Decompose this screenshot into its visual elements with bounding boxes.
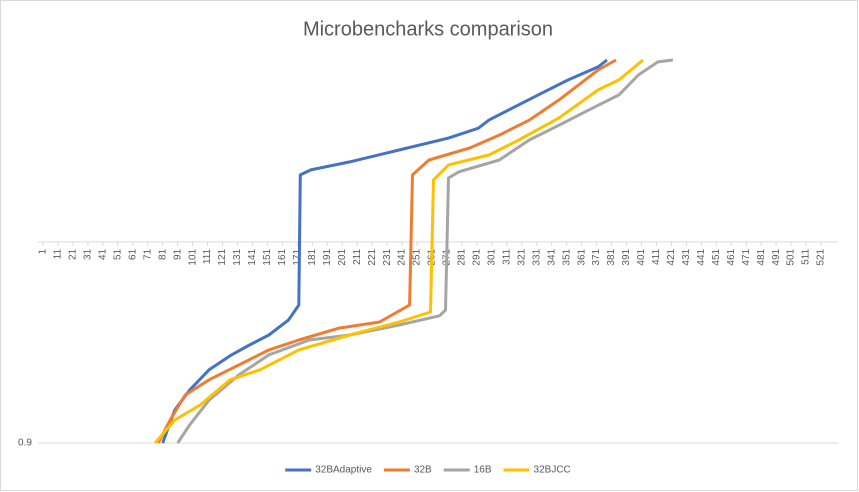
legend-label: 32BAdaptive (315, 465, 372, 476)
x-tick-label: 191 (322, 248, 333, 265)
x-tick-label: 481 (756, 248, 767, 265)
x-tick-label: 51 (112, 248, 123, 260)
x-tick-label: 381 (606, 248, 617, 265)
x-tick-label: 201 (337, 248, 348, 265)
x-tick-label: 341 (546, 248, 557, 265)
x-tick-label: 161 (277, 248, 288, 265)
x-tick-label: 501 (786, 248, 797, 265)
x-tick-label: 461 (726, 248, 737, 265)
x-tick-label: 141 (247, 248, 258, 265)
x-tick-label: 131 (232, 248, 243, 265)
x-tick-label: 321 (516, 248, 527, 265)
x-tick-label: 41 (97, 248, 108, 260)
x-tick-label: 221 (367, 248, 378, 265)
x-tick-label: 31 (83, 248, 94, 260)
y-tick-label: 0.9 (18, 438, 32, 449)
x-tick-label: 81 (157, 248, 168, 260)
x-tick-label: 371 (591, 248, 602, 265)
legend-label: 16B (474, 465, 492, 476)
x-tick-label: 111 (202, 248, 213, 264)
x-tick-label: 391 (621, 248, 632, 265)
x-tick-label: 151 (262, 248, 273, 265)
x-tick-label: 401 (636, 248, 647, 265)
legend-label: 32B (414, 465, 432, 476)
line-series (156, 58, 617, 444)
x-tick-label: 21 (68, 248, 79, 260)
x-tick-label: 251 (412, 248, 423, 265)
x-tick-label: 361 (576, 248, 587, 265)
x-tick-label: 491 (771, 248, 782, 265)
x-tick-label: 231 (382, 248, 393, 265)
x-tick-label: 211 (352, 248, 363, 264)
chart-title: Microbencharks comparison (303, 18, 553, 40)
x-tick-label: 311 (501, 248, 512, 264)
x-tick-label: 121 (217, 248, 228, 265)
x-tick-label: 1 (38, 248, 49, 254)
line-series (161, 58, 608, 444)
line-series (154, 58, 644, 444)
x-tick-label: 411 (651, 248, 662, 264)
legend-label: 32BJCC (534, 465, 571, 476)
x-tick-label: 471 (741, 248, 752, 265)
line-series (176, 58, 674, 444)
x-tick-label: 11 (53, 248, 64, 259)
x-tick-label: 181 (307, 248, 318, 265)
x-tick-label: 281 (457, 248, 468, 265)
x-tick-label: 171 (292, 248, 303, 265)
x-tick-label: 61 (127, 248, 138, 260)
x-tick-label: 451 (711, 248, 722, 265)
x-tick-label: 421 (666, 248, 677, 265)
x-tick-label: 101 (187, 248, 198, 265)
x-tick-label: 331 (531, 248, 542, 265)
x-tick-label: 91 (172, 248, 183, 260)
x-tick-label: 521 (816, 248, 827, 265)
x-tick-label: 441 (696, 248, 707, 265)
x-tick-label: 291 (472, 248, 483, 265)
x-tick-label: 351 (561, 248, 572, 265)
x-tick-label: 241 (397, 248, 408, 265)
x-tick-label: 431 (681, 248, 692, 265)
x-tick-label: 511 (801, 248, 812, 264)
x-tick-label: 71 (142, 248, 153, 260)
x-tick-label: 301 (486, 248, 497, 265)
